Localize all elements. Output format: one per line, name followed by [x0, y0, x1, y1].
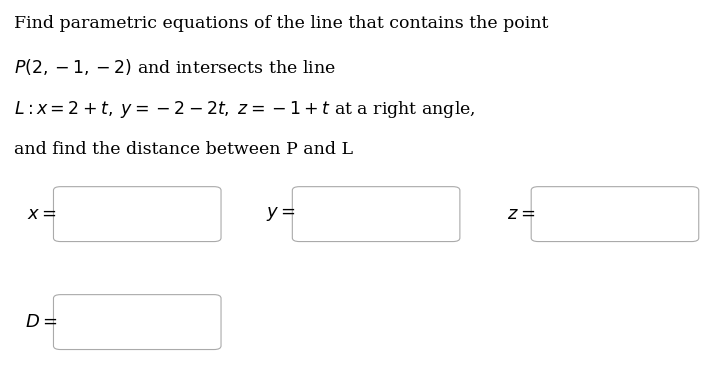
FancyBboxPatch shape: [531, 187, 699, 242]
Text: $P(2, -1, -2)$ and intersects the line: $P(2, -1, -2)$ and intersects the line: [14, 57, 336, 77]
Text: $x =$: $x =$: [27, 205, 57, 223]
FancyBboxPatch shape: [53, 187, 221, 242]
Text: $D =$: $D =$: [24, 313, 57, 331]
Text: Find parametric equations of the line that contains the point: Find parametric equations of the line th…: [14, 15, 548, 31]
Text: and find the distance between P and L: and find the distance between P and L: [14, 141, 353, 158]
FancyBboxPatch shape: [53, 295, 221, 350]
Text: $z =$: $z =$: [507, 205, 535, 223]
Text: $L : x = 2 + t,\; y = -2 - 2t,\; z = -1 + t$ at a right angle,: $L : x = 2 + t,\; y = -2 - 2t,\; z = -1 …: [14, 99, 476, 120]
FancyBboxPatch shape: [292, 187, 460, 242]
Text: $y =$: $y =$: [266, 205, 296, 223]
